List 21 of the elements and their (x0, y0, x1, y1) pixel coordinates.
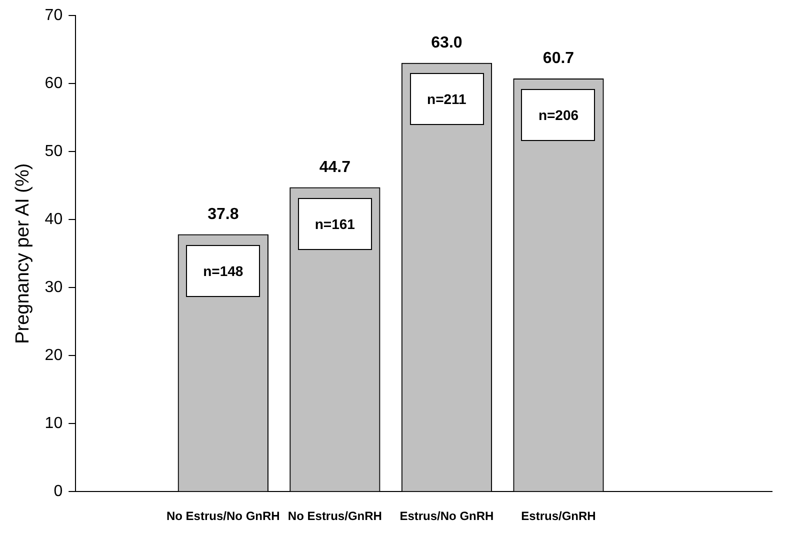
y-tick-label: 70 (44, 7, 63, 24)
count-label-box: n=206 (521, 88, 596, 141)
data-label: 63.0 (431, 34, 462, 52)
x-tick-label: No Estrus/GnRH (288, 509, 382, 524)
data-label: 37.8 (208, 206, 239, 223)
count-label-box: n=148 (186, 244, 260, 297)
count-label-box: n=161 (298, 198, 372, 250)
data-label: 44.7 (319, 159, 351, 176)
y-tick-label: 50 (44, 143, 63, 160)
y-axis-title: Pregnancy per AI (%) (12, 163, 34, 344)
y-tick-label: 60 (44, 75, 63, 92)
y-tick-label: 30 (44, 279, 63, 296)
x-tick-label: Estrus/GnRH (521, 509, 596, 524)
y-tick-label: 10 (44, 415, 63, 432)
data-label: 60.7 (542, 50, 574, 68)
y-tick-label: 20 (44, 347, 63, 364)
y-tick-label: 40 (44, 211, 63, 228)
count-label-box: n=211 (410, 73, 484, 126)
x-tick-label: Estrus/No GnRH (400, 509, 494, 524)
x-tick-label: No Estrus/No GnRH (166, 509, 280, 524)
y-tick-label: 0 (54, 483, 63, 500)
